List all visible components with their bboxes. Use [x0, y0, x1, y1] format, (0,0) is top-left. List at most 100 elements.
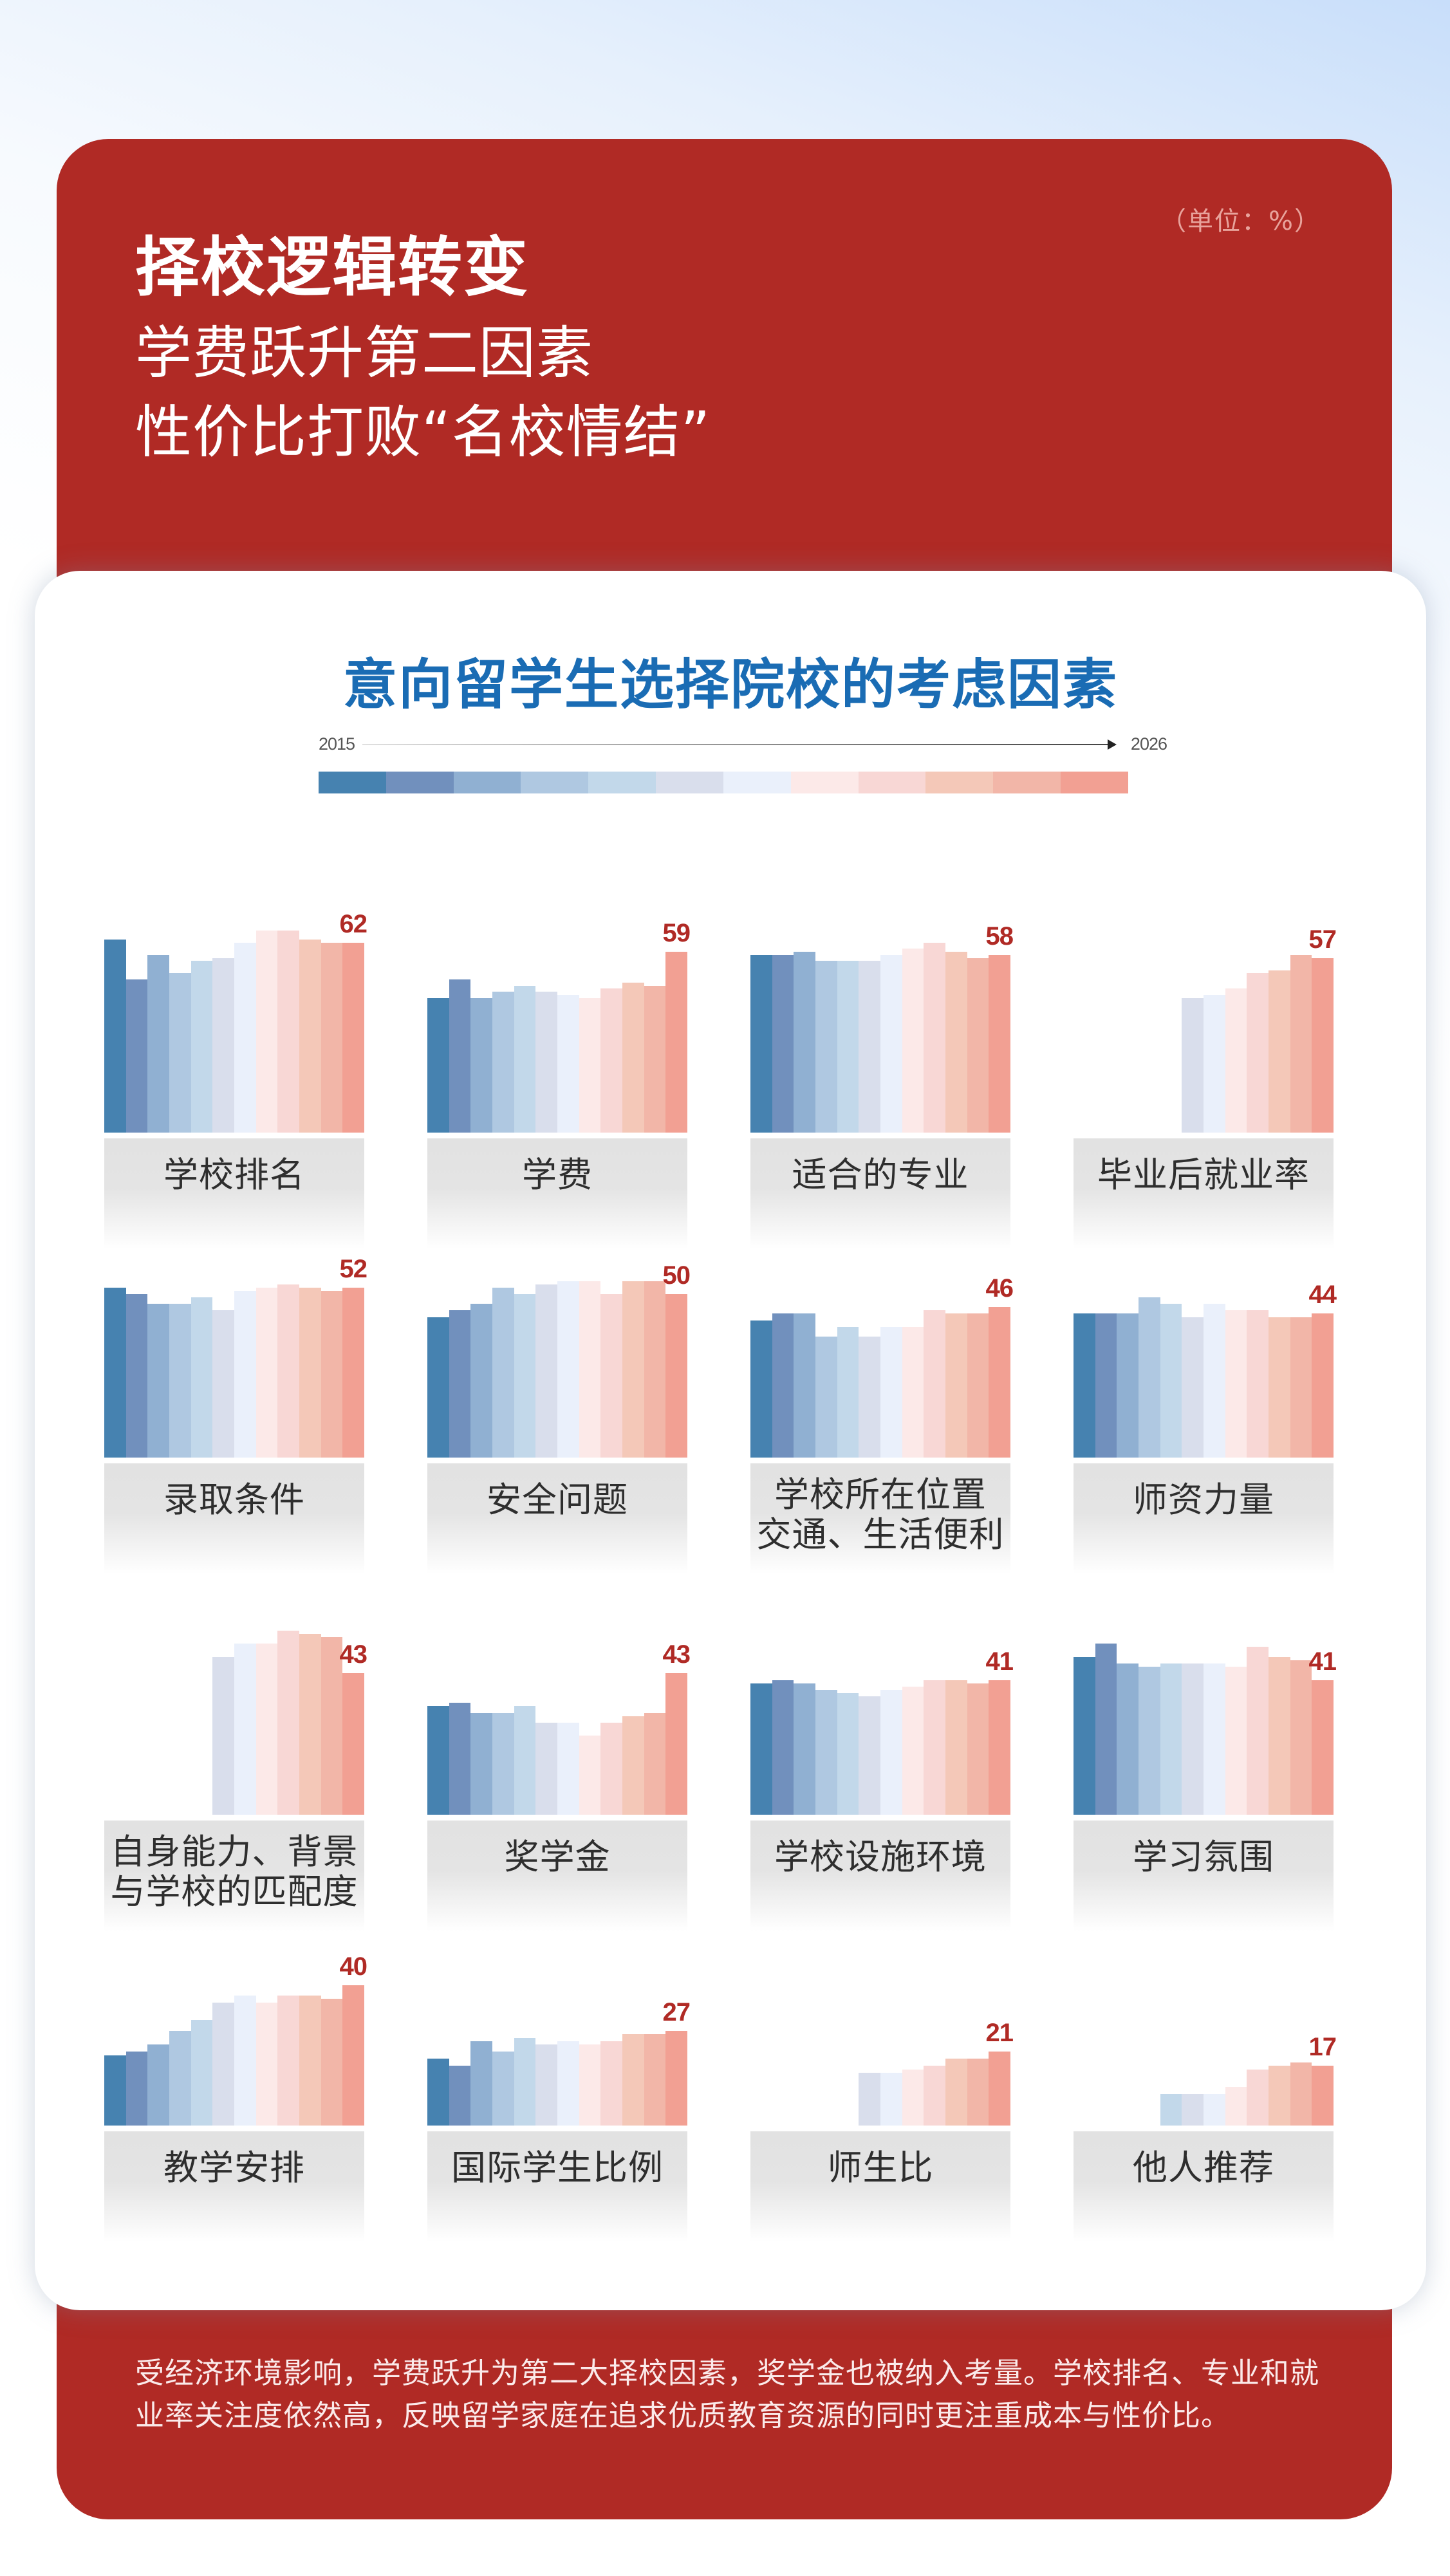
factor-label: 教学安排 — [163, 2147, 305, 2188]
bar-2017 — [1117, 1663, 1139, 1815]
factor-label: 学校设施环境 — [774, 1837, 987, 1877]
bar-2022 — [256, 1644, 278, 1815]
bar-group — [750, 862, 1010, 1133]
bar-group — [427, 1855, 687, 2126]
bar-2022 — [902, 2069, 924, 2126]
bar-2015 — [750, 1683, 772, 1815]
factor-label-box: 他人推荐 — [1074, 2131, 1334, 2242]
factor-chart: 43 奖学金 — [427, 1544, 691, 1931]
bar-2023 — [277, 930, 299, 1133]
legend-swatch-2022 — [790, 772, 859, 793]
legend-swatch-2020 — [656, 772, 723, 793]
bar-2020 — [1182, 2093, 1204, 2126]
latest-value-label: 41 — [985, 1647, 1014, 1676]
legend-swatch-2017 — [453, 772, 521, 793]
latest-value-label: 43 — [339, 1640, 367, 1669]
bar-2019 — [514, 1294, 536, 1458]
bar-2026 — [989, 1680, 1010, 1815]
bar-2021 — [234, 1995, 256, 2126]
factor-label: 师生比 — [827, 2147, 934, 2188]
factor-label-box: 学习氛围 — [1074, 1821, 1334, 1931]
bar-2022 — [902, 1326, 924, 1458]
factor-chart: 50 安全问题 — [427, 1187, 691, 1574]
factor-label-box: 学校所在位置 交通、生活便利 — [750, 1463, 1010, 1574]
factor-label-box: 学费 — [427, 1138, 687, 1249]
bar-group — [104, 1855, 364, 2126]
bar-2025 — [967, 1313, 989, 1458]
bar-2019 — [837, 1326, 859, 1458]
legend-swatch-2023 — [858, 772, 926, 793]
factor-chart: 21 师生比 — [750, 1855, 1014, 2242]
bar-2020 — [535, 992, 557, 1133]
bar-2023 — [924, 942, 945, 1133]
factor-chart: 59 学费 — [427, 862, 691, 1249]
bar-2024 — [945, 2059, 967, 2126]
bar-2024 — [622, 982, 644, 1133]
bar-2019 — [1160, 1304, 1182, 1458]
bar-2025 — [321, 1290, 343, 1458]
bar-2023 — [1247, 1647, 1269, 1815]
factor-label: 学习氛围 — [1133, 1837, 1274, 1877]
bar-2024 — [299, 1633, 321, 1815]
bar-2018 — [1138, 1667, 1160, 1815]
latest-value-label: 43 — [662, 1640, 691, 1669]
bar-2025 — [321, 1637, 343, 1815]
legend-swatch-2021 — [723, 772, 791, 793]
bar-2024 — [299, 1287, 321, 1458]
bar-2018 — [169, 1304, 191, 1458]
bar-2015 — [427, 1706, 449, 1815]
bar-2017 — [794, 952, 815, 1133]
bar-2021 — [880, 1689, 902, 1815]
bar-2023 — [277, 1630, 299, 1815]
factor-label: 师资力量 — [1133, 1479, 1274, 1520]
factor-label: 他人推荐 — [1133, 2147, 1274, 2188]
bar-2019 — [514, 2037, 536, 2126]
factor-label-box: 学校设施环境 — [750, 1821, 1010, 1931]
factor-label: 安全问题 — [487, 1479, 628, 1520]
bar-2024 — [622, 1716, 644, 1815]
bar-plot — [427, 1187, 687, 1458]
bar-2023 — [600, 2041, 622, 2126]
factor-chart: 43 自身能力、背景 与学校的匹配度 — [104, 1544, 367, 1931]
bar-2023 — [277, 1995, 299, 2126]
bar-2025 — [644, 985, 666, 1133]
bar-2024 — [1268, 1656, 1290, 1815]
bar-2024 — [1268, 970, 1290, 1133]
chart-card: 意向留学生选择院校的考虑因素 2015 2026 62 学校排名 59 学费 58 适合的… — [35, 571, 1426, 2310]
bar-2025 — [967, 958, 989, 1133]
bar-2017 — [470, 997, 492, 1133]
bar-2015 — [427, 997, 449, 1133]
bar-2025 — [644, 2034, 666, 2126]
bar-2016 — [772, 1680, 794, 1815]
bar-2025 — [1290, 1317, 1312, 1458]
factor-label-box: 安全问题 — [427, 1463, 687, 1574]
bar-2022 — [1225, 1310, 1247, 1458]
bar-2023 — [1247, 973, 1269, 1133]
bar-plot — [750, 1544, 1010, 1815]
bar-plot — [427, 1855, 687, 2126]
latest-value-label: 21 — [985, 2019, 1014, 2048]
bar-2021 — [557, 994, 579, 1133]
bar-2018 — [492, 1287, 514, 1458]
bar-2019 — [1160, 1663, 1182, 1815]
factor-label: 学校排名 — [163, 1154, 305, 1195]
bar-2026 — [1312, 1680, 1334, 1815]
latest-value-label: 46 — [985, 1274, 1014, 1303]
bar-2015 — [104, 2055, 126, 2126]
bar-2026 — [989, 2052, 1010, 2126]
bar-2023 — [924, 2066, 945, 2126]
bar-2020 — [212, 1310, 234, 1458]
bar-2020 — [535, 1284, 557, 1458]
bar-2022 — [579, 997, 601, 1133]
bar-2024 — [1268, 1317, 1290, 1458]
bar-2021 — [557, 1281, 579, 1458]
bar-group — [427, 862, 687, 1133]
bar-2025 — [321, 942, 343, 1133]
bar-2015 — [427, 2059, 449, 2126]
bar-2025 — [967, 2059, 989, 2126]
bar-2017 — [794, 1313, 815, 1458]
bar-plot — [1074, 1187, 1334, 1458]
legend-swatch-2018 — [521, 772, 589, 793]
bar-2015 — [104, 1287, 126, 1458]
factor-label-box: 录取条件 — [104, 1463, 364, 1574]
